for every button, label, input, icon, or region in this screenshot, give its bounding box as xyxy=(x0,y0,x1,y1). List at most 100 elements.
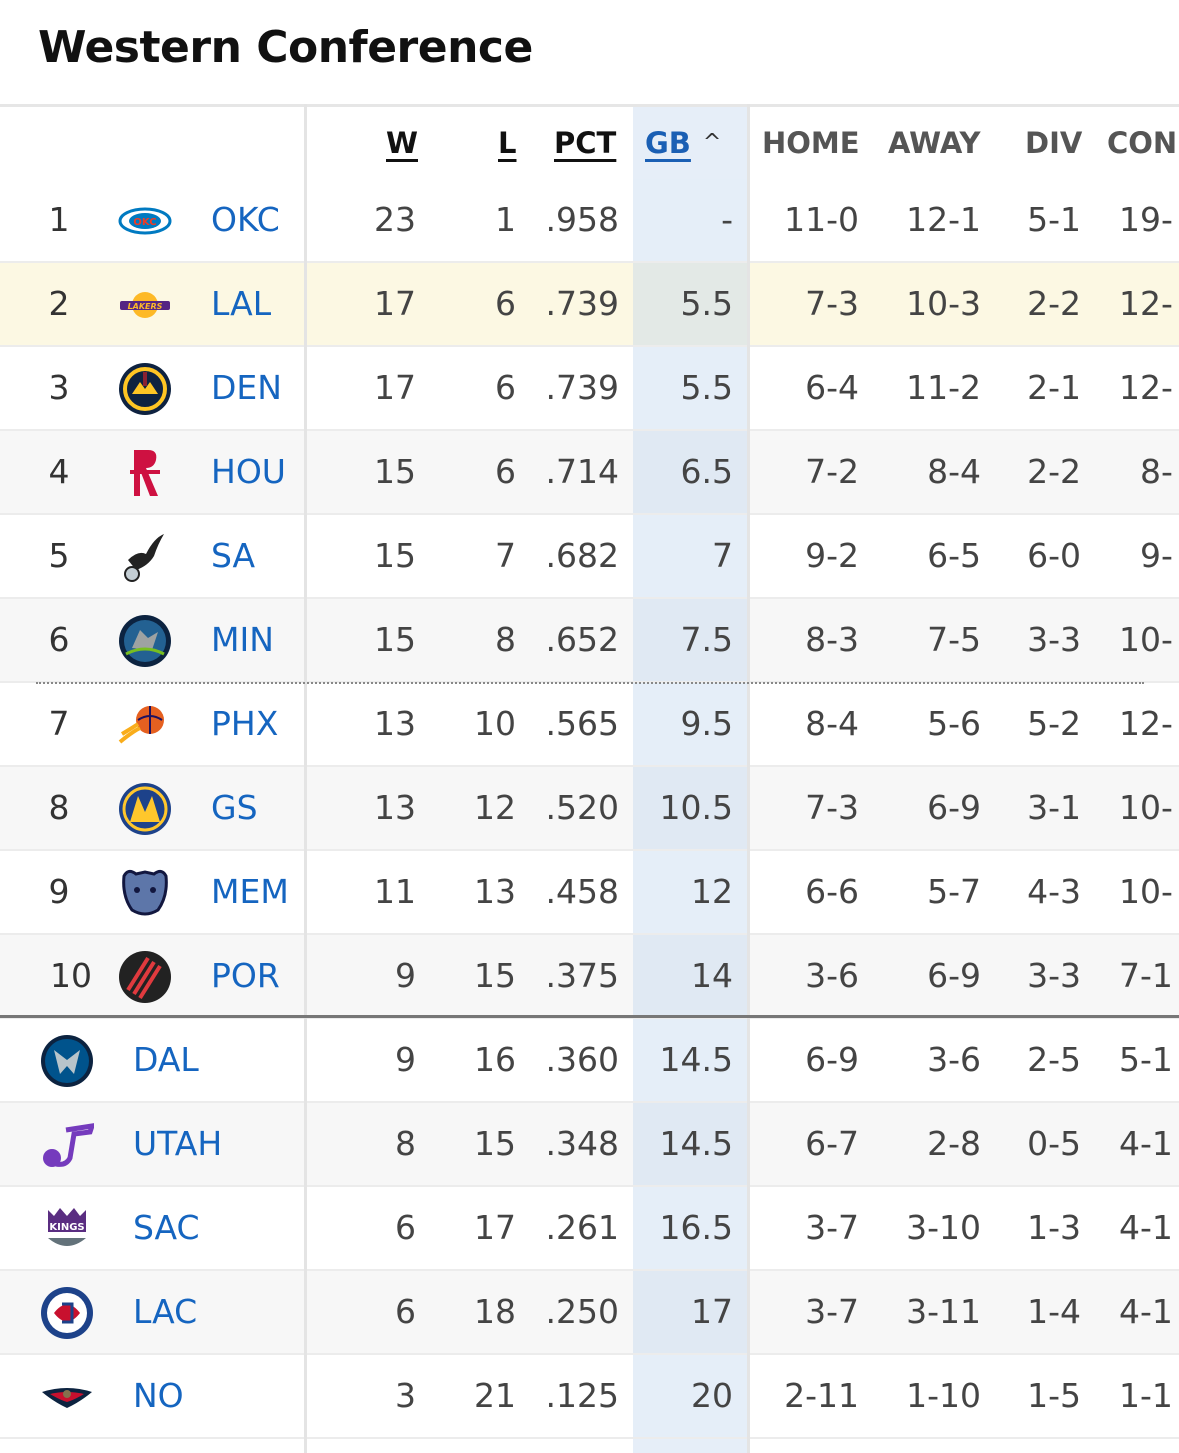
team-link[interactable]: OKC xyxy=(211,200,280,239)
spurs-logo xyxy=(118,530,172,584)
away-record-cell: 3-6 xyxy=(927,1040,981,1079)
standings-row-sac[interactable]: KINGS SAC 6 17 .261 16.5 3-7 3-10 1-3 4-1 xyxy=(0,1187,1179,1271)
conference-record-cell: 9- xyxy=(1140,536,1173,575)
rank-cell: 1 xyxy=(48,200,70,239)
pelicans-logo xyxy=(40,1370,94,1424)
svg-text:OKC: OKC xyxy=(133,217,156,228)
team-link[interactable]: SA xyxy=(211,536,256,575)
header-w[interactable]: W xyxy=(386,126,418,160)
clippers-logo xyxy=(40,1286,94,1340)
team-link[interactable]: UTAH xyxy=(133,1124,223,1163)
team-link[interactable]: POR xyxy=(211,956,280,995)
games-behind-cell: 20 xyxy=(691,1376,733,1415)
conference-record-cell: 5-1 xyxy=(1119,1040,1173,1079)
standings-row-okc[interactable]: 1 OKC OKC 23 1 .958 - 11-0 12-1 5-1 19- xyxy=(0,179,1179,263)
sorted-column-cell-bg xyxy=(633,515,747,597)
standings-row-den[interactable]: 3 DEN 17 6 .739 5.5 6-4 11-2 2-1 12- xyxy=(0,347,1179,431)
standings-row-hou[interactable]: 4 HOU 15 6 .714 6.5 7-2 8-4 2-2 8- xyxy=(0,431,1179,515)
standings-row-utah[interactable]: UTAH 8 15 .348 14.5 6-7 2-8 0-5 4-1 xyxy=(0,1103,1179,1187)
team-link[interactable]: DEN xyxy=(211,368,282,407)
pct-cell: .520 xyxy=(545,788,619,827)
wins-cell: 3 xyxy=(395,1376,416,1415)
home-record-cell: 6-6 xyxy=(805,872,859,911)
division-record-cell: 2-2 xyxy=(1027,452,1081,491)
home-record-cell: 6-4 xyxy=(805,368,859,407)
team-link[interactable]: PHX xyxy=(211,704,279,743)
sort-ascending-icon: ^ xyxy=(702,130,722,155)
games-behind-cell: 7.5 xyxy=(680,620,733,659)
team-link[interactable]: DAL xyxy=(133,1040,199,1079)
svg-text:KINGS: KINGS xyxy=(49,1222,84,1233)
team-link[interactable]: GS xyxy=(211,788,258,827)
sorted-column-cell-bg xyxy=(633,179,747,261)
sorted-column-cell-bg xyxy=(633,347,747,429)
sorted-column-cell-bg xyxy=(633,431,747,513)
header-gb-label: GB xyxy=(645,126,691,160)
header-away[interactable]: AWAY xyxy=(888,126,981,160)
conference-record-cell: 10- xyxy=(1119,872,1173,911)
rank-cell: 8 xyxy=(48,788,70,827)
standings-row-lal[interactable]: 2 LAKERS LAL 17 6 .739 5.5 7-3 10-3 2-2 12- xyxy=(0,263,1179,347)
team-link[interactable]: NO xyxy=(133,1376,184,1415)
games-behind-cell: 12 xyxy=(691,872,733,911)
team-link[interactable]: LAC xyxy=(133,1292,198,1331)
division-record-cell: 3-3 xyxy=(1027,956,1081,995)
team-link[interactable]: LAL xyxy=(211,284,272,323)
conference-record-cell: 8- xyxy=(1140,452,1173,491)
losses-cell: 1 xyxy=(495,200,516,239)
losses-cell: 13 xyxy=(474,872,516,911)
division-record-cell: 5-1 xyxy=(1027,200,1081,239)
standings-row-por[interactable]: 10 POR 9 15 .375 14 3-6 6-9 3-3 7-1 xyxy=(0,935,1179,1019)
standings-row-no[interactable]: NO 3 21 .125 20 2-11 1-10 1-5 1-1 xyxy=(0,1355,1179,1439)
header-div[interactable]: DIV xyxy=(1025,126,1083,160)
pct-cell: .375 xyxy=(545,956,619,995)
standings-row-dal[interactable]: DAL 9 16 .360 14.5 6-9 3-6 2-5 5-1 xyxy=(0,1019,1179,1103)
conference-record-cell: 12- xyxy=(1119,284,1173,323)
team-link[interactable]: SAC xyxy=(133,1208,200,1247)
wins-cell: 8 xyxy=(395,1124,416,1163)
team-link[interactable]: HOU xyxy=(211,452,286,491)
page-title: Western Conference xyxy=(38,22,533,73)
losses-cell: 18 xyxy=(474,1292,516,1331)
nuggets-logo xyxy=(118,362,172,416)
rank-cell: 9 xyxy=(48,872,70,911)
home-record-cell: 7-3 xyxy=(805,788,859,827)
team-link[interactable]: MIN xyxy=(211,620,274,659)
home-record-cell: 8-4 xyxy=(805,704,859,743)
header-home[interactable]: HOME xyxy=(762,126,860,160)
home-record-cell: 3-6 xyxy=(805,956,859,995)
header-conf[interactable]: CON xyxy=(1107,126,1178,160)
wins-cell: 15 xyxy=(374,620,416,659)
losses-cell: 6 xyxy=(495,368,516,407)
standings-row-lac[interactable]: LAC 6 18 .250 17 3-7 3-11 1-4 4-1 xyxy=(0,1271,1179,1355)
standings-row-sa[interactable]: 5 SA 15 7 .682 7 9-2 6-5 6-0 9- xyxy=(0,515,1179,599)
division-record-cell: 6-0 xyxy=(1027,536,1081,575)
header-l[interactable]: L xyxy=(498,126,517,160)
header-pct[interactable]: PCT xyxy=(554,126,617,160)
sorted-column-header-bg xyxy=(633,107,747,179)
division-record-cell: 1-4 xyxy=(1027,1292,1081,1331)
pct-cell: .652 xyxy=(545,620,619,659)
games-behind-cell: 16.5 xyxy=(659,1208,733,1247)
standings-row-phx[interactable]: 7 PHX 13 10 .565 9.5 8-4 5-6 5-2 12- xyxy=(0,683,1179,767)
away-record-cell: 3-11 xyxy=(906,1292,981,1331)
column-divider-gb xyxy=(747,104,750,1453)
lakers-logo: LAKERS xyxy=(118,278,172,332)
standings-row-min[interactable]: 6 MIN 15 8 .652 7.5 8-3 7-5 3-3 10- xyxy=(0,599,1179,683)
sorted-column-cell-bg xyxy=(633,1187,747,1269)
losses-cell: 15 xyxy=(474,956,516,995)
rank-cell: 10 xyxy=(50,956,92,995)
pct-cell: .250 xyxy=(545,1292,619,1331)
thunder-logo: OKC xyxy=(118,194,172,248)
conference-record-cell: 1-1 xyxy=(1119,1376,1173,1415)
trail-blazers-logo xyxy=(118,950,172,1004)
losses-cell: 6 xyxy=(495,452,516,491)
standings-row-mem[interactable]: 9 MEM 11 13 .458 12 6-6 5-7 4-3 10- xyxy=(0,851,1179,935)
rank-cell: 4 xyxy=(48,452,70,491)
header-gb[interactable]: GB ^ xyxy=(645,107,721,179)
conference-record-cell: 4-1 xyxy=(1119,1124,1173,1163)
division-record-cell: 4-3 xyxy=(1027,872,1081,911)
division-record-cell: 5-2 xyxy=(1027,704,1081,743)
standings-row-gs[interactable]: 8 GS 13 12 .520 10.5 7-3 6-9 3-1 10- xyxy=(0,767,1179,851)
team-link[interactable]: MEM xyxy=(211,872,289,911)
